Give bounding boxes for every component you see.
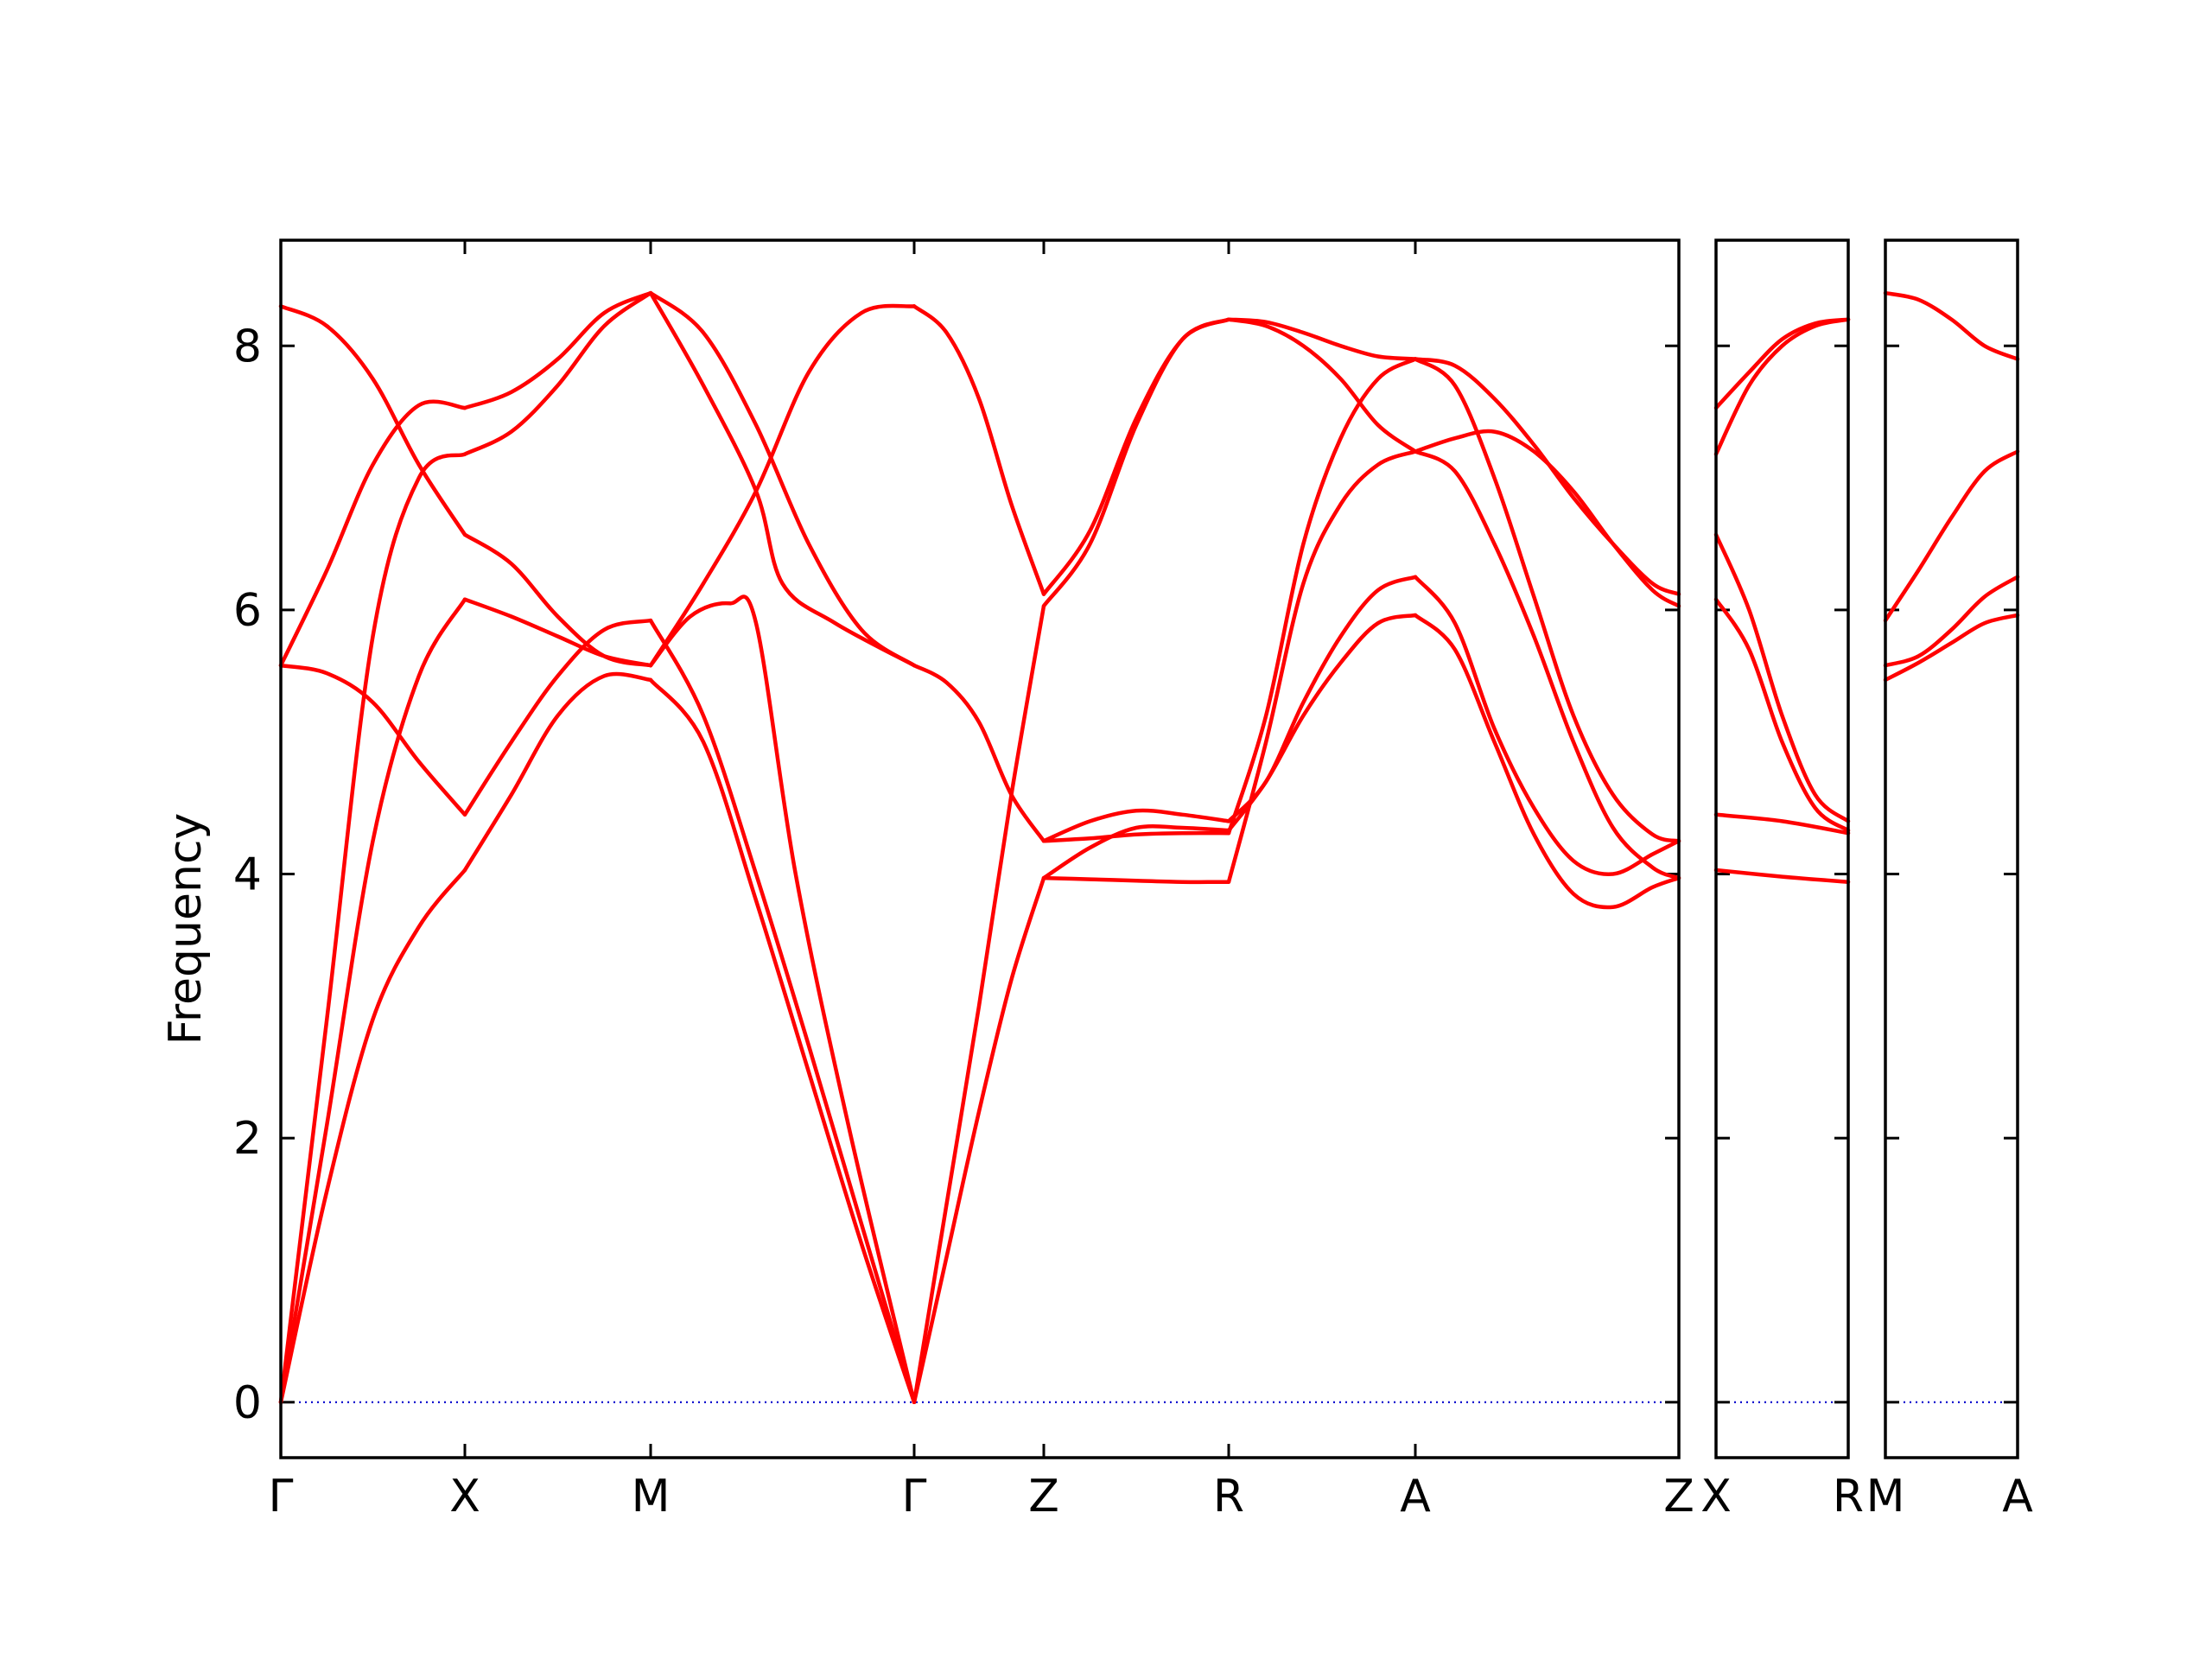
band-Gamma-Z-1 [912,875,1046,1405]
band-M-A-3 [1883,449,2020,623]
y-tick-label: 2 [233,1113,262,1165]
segment-X-R [1713,317,1851,884]
band-M-Gamma-4 [648,303,917,668]
band-Z-R-6 [1041,317,1231,596]
band-Gamma-X-6 [278,304,467,537]
x-tick-label: X [1700,1471,1732,1522]
band-R-A-5 [1226,317,1418,454]
x-tick-label: A [1400,1471,1431,1522]
band-Z-R-1 [1041,875,1231,885]
band-R-A-1 [1226,449,1418,884]
band-Gamma-Z-3 [912,663,1046,843]
band-Gamma-X-5 [278,399,467,668]
band-Gamma-X-3 [278,452,467,1405]
band-Gamma-Z-4 [912,304,1046,596]
band-M-Gamma-2 [648,618,917,1405]
axes-frame [279,238,1681,1459]
band-X-M-1 [462,671,653,873]
x-tick-label: A [2002,1471,2033,1522]
band-Z-R-3 [1041,808,1231,843]
band-M-A-4 [1883,290,2020,361]
axes-frame [1714,238,1850,1459]
segment-A-Z [1413,357,1681,910]
segment-Z-R [1041,317,1231,885]
x-tick-label: M [632,1471,671,1522]
y-tick-label: 4 [233,849,262,901]
band-A-Z-6 [1413,429,1681,608]
band-M-Gamma-6 [648,290,917,668]
band-Z-R-4 [1041,830,1231,843]
x-tick-label: Z [1663,1471,1694,1522]
band-X-M-3 [462,597,653,668]
band-A-Z-1 [1413,613,1681,910]
band-X-R-1 [1713,868,1851,884]
y-tick-label: 6 [233,585,262,637]
band-X-R-6 [1713,317,1851,410]
band-Z-R-5 [1041,317,1231,608]
band-X-R-3 [1713,597,1851,833]
segment-Gamma-Z [912,304,1046,1405]
band-M-A-1 [1883,613,2020,683]
band-X-M-6 [462,290,653,410]
x-tick-label: Γ [269,1471,294,1522]
y-tick-label: 0 [233,1377,262,1429]
segment-M-Gamma [648,290,917,1405]
band-X-M-5 [462,290,653,456]
band-R-A-6 [1226,317,1418,361]
band-X-M-4 [462,532,653,668]
band-M-Gamma-5 [648,290,917,668]
band-X-M-2 [462,618,653,817]
band-R-A-4 [1226,575,1418,823]
segment-R-A [1226,317,1418,884]
band-X-R-4 [1713,532,1851,823]
band-A-Z-2 [1413,575,1681,876]
band-R-A-3 [1226,613,1418,833]
y-tick-label: 8 [233,321,262,372]
segment-X-M [462,290,653,873]
band-Gamma-Z-2 [912,604,1046,1405]
y-axis-title: Frequency [160,813,212,1046]
segment-M-A [1883,290,2020,683]
axes-frame [1884,238,2019,1459]
band-R-A-2 [1226,357,1418,836]
band-M-Gamma-1 [648,677,917,1405]
x-tick-label: X [449,1471,480,1522]
band-Gamma-X-2 [278,597,467,1405]
band-X-R-2 [1713,812,1851,836]
segment-Gamma-X [278,304,467,1405]
band-M-A-2 [1883,575,2020,668]
band-A-Z-5 [1413,357,1681,596]
band-A-Z-4 [1413,357,1681,843]
band-M-Gamma-3 [648,594,917,1405]
band-Gamma-X-4 [278,663,467,817]
band-Gamma-X-1 [278,868,467,1405]
band-Z-R-2 [1041,823,1231,880]
panel-1: 0 2 4 6 8 Γ X M Γ Z R A Z [233,238,1694,1522]
x-tick-label: R [1213,1471,1244,1522]
band-A-Z-3 [1413,449,1681,880]
x-tick-label: R [1833,1471,1864,1522]
x-tick-label: M [1866,1471,1905,1522]
x-tick-label: Z [1028,1471,1059,1522]
x-tick-label: Γ [902,1471,927,1522]
